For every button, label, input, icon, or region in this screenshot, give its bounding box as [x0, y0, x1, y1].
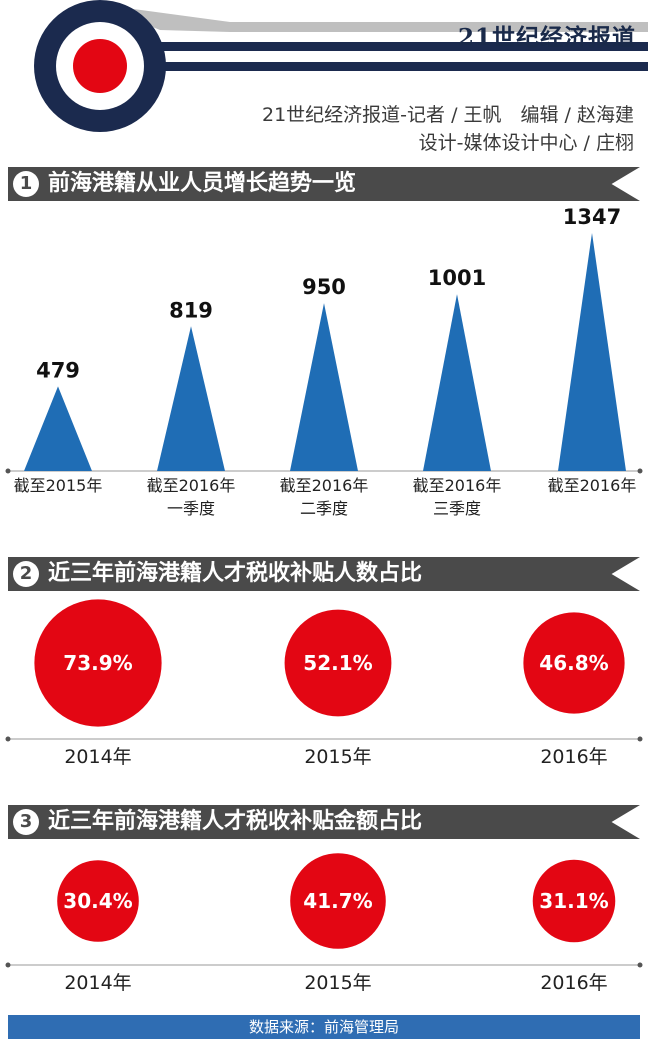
- chart-2-bubble: [523, 612, 625, 714]
- chart-1-category-label: 截至2016年: [147, 476, 236, 495]
- chart-1-triangle: [423, 294, 491, 471]
- chart-3-bubble: [532, 859, 616, 943]
- brand-title: 21世纪经济报道: [457, 24, 636, 51]
- chart-2-year-label: 2014年: [64, 746, 131, 768]
- chart-3-baseline-start-dot: [5, 962, 11, 968]
- chart-2-baseline-end-dot: [637, 736, 643, 742]
- section-1-bar: [8, 167, 640, 201]
- chart-2-bubble: [34, 599, 162, 727]
- credit-line-2: 设计-媒体设计中心 / 庄栩: [418, 132, 634, 154]
- section-2-title: 近三年前海港籍人才税收补贴人数占比: [48, 561, 423, 586]
- chart-3-year-label: 2016年: [540, 972, 607, 994]
- chart-3-value-label: 31.1%: [539, 889, 608, 913]
- logo: [34, 0, 648, 132]
- chart-2-year-label: 2015年: [304, 746, 371, 768]
- credit-line-1: 21世纪经济报道-记者 / 王帆 编辑 / 赵海建: [262, 104, 634, 126]
- chart-1-category-label: 截至2016年: [413, 476, 502, 495]
- chart-1-category-label: 三季度: [433, 499, 481, 518]
- section-2-bar: [8, 557, 640, 591]
- chart-1-triangle: [24, 386, 92, 471]
- chart-2-value-label: 46.8%: [539, 651, 608, 675]
- section-3-number: 3: [13, 809, 39, 835]
- chart-2-value-label: 73.9%: [63, 651, 132, 675]
- subsidy-amount-bubble-chart: 30.4% 2014年 41.7% 2015年 31.1% 2016年: [5, 853, 643, 994]
- chart-2-year-label: 2016年: [540, 746, 607, 768]
- chart-3-value-label: 30.4%: [63, 889, 132, 913]
- logo-gray-swoosh: [96, 4, 648, 32]
- chart-1-triangle: [290, 303, 358, 471]
- chart-3-bubble: [290, 853, 386, 949]
- chart-3-baseline-end-dot: [637, 962, 643, 968]
- chart-3-year-label: 2015年: [304, 972, 371, 994]
- chart-2-value-label: 52.1%: [303, 651, 372, 675]
- logo-stripe-top: [150, 42, 648, 51]
- chart-3-bubble: [57, 860, 139, 942]
- section-3-bar: [8, 805, 640, 839]
- section-1-number: 1: [13, 171, 39, 197]
- chart-1-category-label: 截至2016年: [280, 476, 369, 495]
- logo-stripe-bottom: [150, 62, 648, 71]
- data-source: 数据来源：前海管理局: [8, 1015, 640, 1039]
- section-1-title: 前海港籍从业人员增长趋势一览: [48, 171, 357, 196]
- chart-2-bubble: [284, 609, 392, 717]
- chart-1-triangle: [558, 233, 626, 471]
- chart-1-value-label: 950: [302, 275, 346, 299]
- chart-1-triangle: [157, 326, 225, 471]
- chart-1-category-label: 一季度: [167, 499, 215, 518]
- chart-1-value-label: 1001: [428, 266, 486, 290]
- chart-1-baseline-end-dot: [637, 468, 643, 474]
- section-3-title: 近三年前海港籍人才税收补贴金额占比: [48, 809, 423, 834]
- chart-3-year-label: 2014年: [64, 972, 131, 994]
- chart-1-value-label: 819: [169, 298, 213, 322]
- growth-triangle-chart: 479截至2015年819截至2016年一季度950截至2016年二季度1001…: [5, 205, 643, 518]
- chart-2-baseline-start-dot: [5, 736, 11, 742]
- chart-1-category-label: 截至2016年: [548, 476, 637, 495]
- chart-1-value-label: 1347: [563, 205, 621, 229]
- chart-1-baseline-start-dot: [5, 468, 11, 474]
- chart-3-value-label: 41.7%: [303, 889, 372, 913]
- logo-red-dot: [73, 39, 127, 93]
- chart-1-value-label: 479: [36, 358, 80, 382]
- section-2-number: 2: [13, 561, 39, 587]
- chart-1-category-label: 二季度: [300, 499, 348, 518]
- subsidy-count-bubble-chart: 73.9% 2014年 52.1% 2015年 46.8% 2016年: [5, 599, 643, 768]
- chart-1-category-label: 截至2015年: [14, 476, 103, 495]
